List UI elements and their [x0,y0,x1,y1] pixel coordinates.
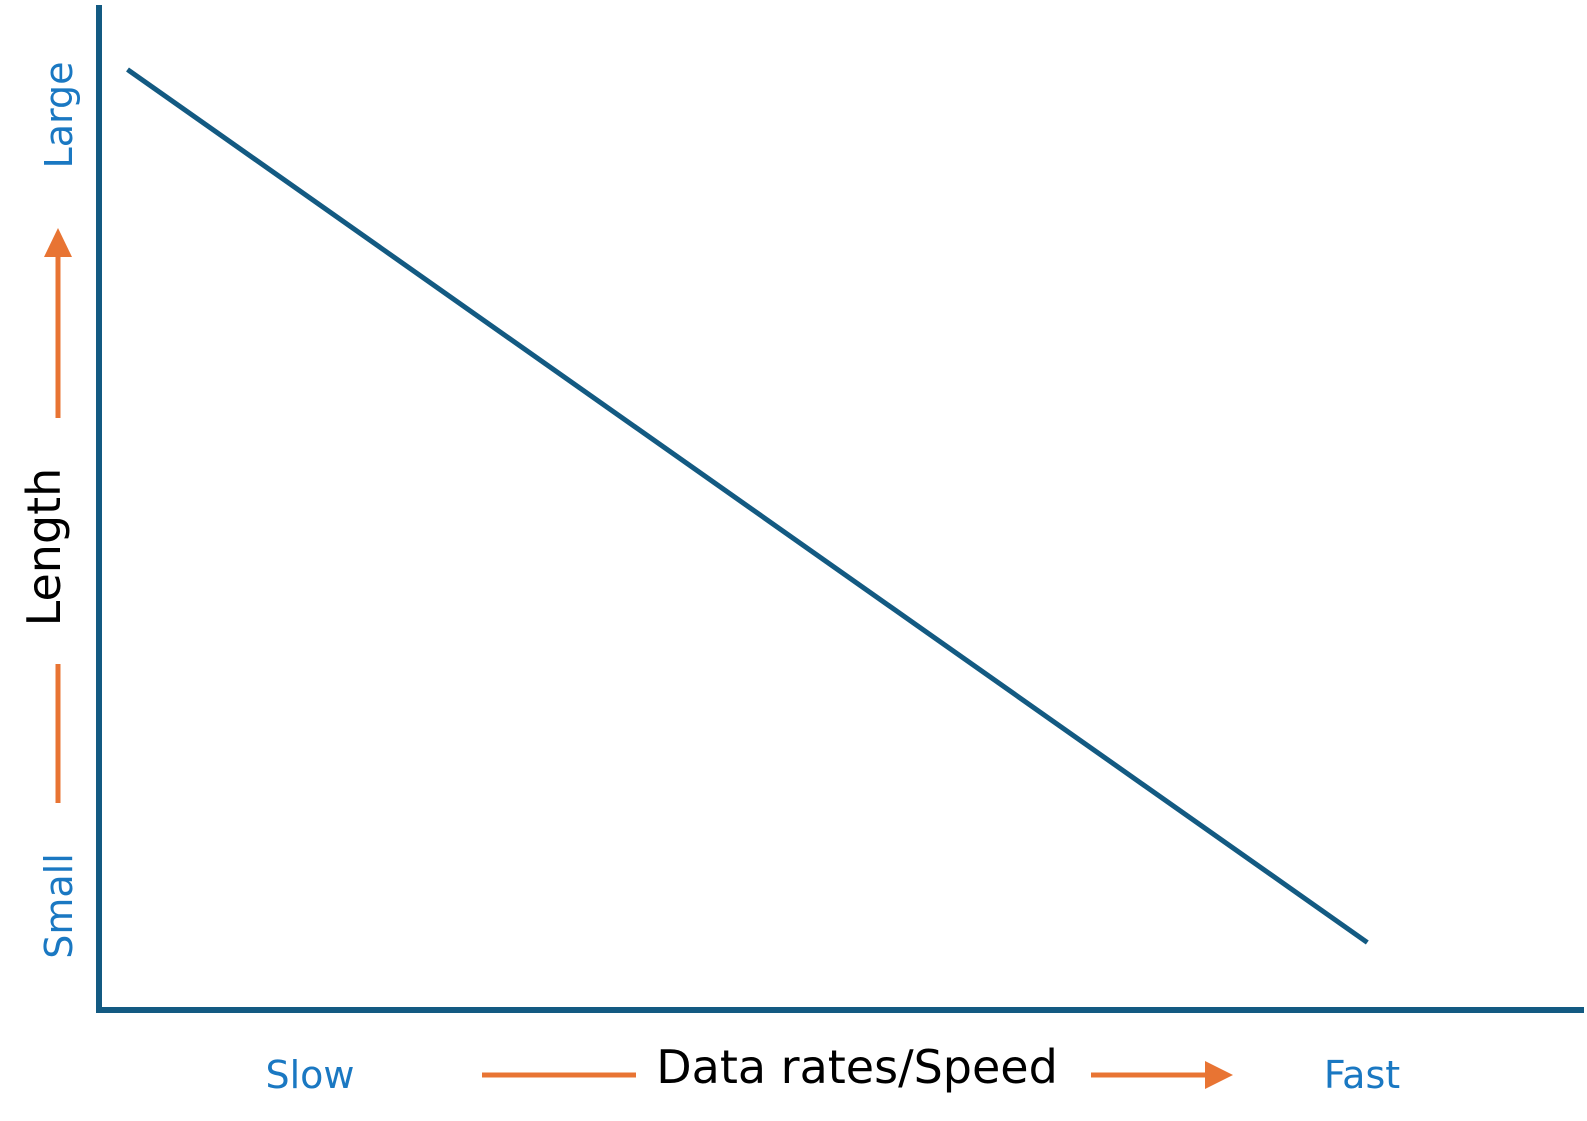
x-high-label: Fast [1324,1053,1400,1097]
x-axis-title: Data rates/Speed [656,1040,1058,1094]
right-arrow-icon [1091,1061,1233,1089]
up-arrow-icon [44,228,72,418]
y-low-label: Small [37,853,81,959]
y-axis-title: Length [17,468,71,627]
y-high-label: Large [37,62,81,169]
series-line [126,67,1369,945]
x-low-label: Slow [265,1053,354,1097]
